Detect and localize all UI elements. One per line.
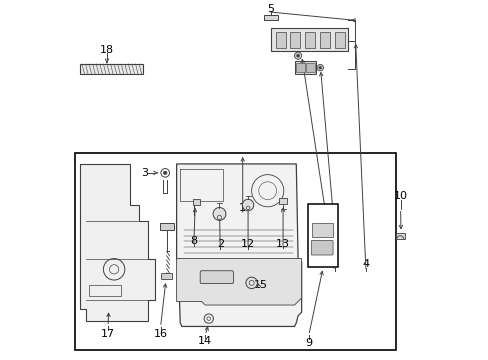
- Bar: [294, 62, 315, 74]
- Bar: [305, 32, 314, 48]
- Bar: [319, 32, 329, 48]
- Text: 15: 15: [254, 280, 268, 290]
- Text: 1: 1: [239, 203, 246, 213]
- Circle shape: [213, 207, 225, 220]
- Polygon shape: [80, 164, 155, 321]
- Text: 13: 13: [276, 239, 289, 249]
- Bar: [75, 153, 395, 350]
- Text: 12: 12: [241, 239, 255, 249]
- Bar: [192, 199, 200, 204]
- Text: 10: 10: [393, 191, 407, 201]
- Bar: [334, 32, 344, 48]
- Text: 7: 7: [330, 259, 337, 269]
- Bar: [160, 223, 173, 230]
- Text: 8: 8: [190, 237, 197, 247]
- Circle shape: [318, 66, 321, 69]
- Bar: [278, 198, 287, 204]
- Polygon shape: [176, 164, 301, 327]
- Text: 2: 2: [216, 239, 224, 249]
- Text: 9: 9: [305, 338, 312, 347]
- Text: 3: 3: [141, 168, 148, 178]
- Bar: [311, 223, 332, 237]
- Bar: [395, 233, 404, 239]
- Circle shape: [163, 171, 166, 175]
- Circle shape: [296, 54, 299, 57]
- Text: 16: 16: [153, 329, 167, 339]
- Bar: [89, 285, 121, 296]
- Bar: [305, 63, 314, 72]
- Bar: [264, 15, 277, 20]
- Bar: [80, 64, 142, 74]
- Bar: [275, 32, 285, 48]
- Polygon shape: [176, 258, 301, 305]
- Circle shape: [316, 64, 323, 71]
- Bar: [161, 273, 172, 279]
- Text: 14: 14: [198, 336, 212, 346]
- Text: 17: 17: [101, 329, 115, 339]
- Text: 4: 4: [362, 259, 369, 269]
- FancyBboxPatch shape: [311, 240, 332, 255]
- Bar: [271, 28, 347, 51]
- Text: 6: 6: [330, 218, 337, 228]
- Circle shape: [294, 52, 301, 59]
- Bar: [307, 204, 337, 267]
- Text: 18: 18: [100, 45, 114, 55]
- Circle shape: [242, 199, 253, 211]
- Text: 11: 11: [309, 204, 322, 214]
- Text: 5: 5: [267, 4, 274, 14]
- Bar: [295, 63, 304, 72]
- FancyBboxPatch shape: [200, 271, 233, 284]
- Bar: [290, 32, 300, 48]
